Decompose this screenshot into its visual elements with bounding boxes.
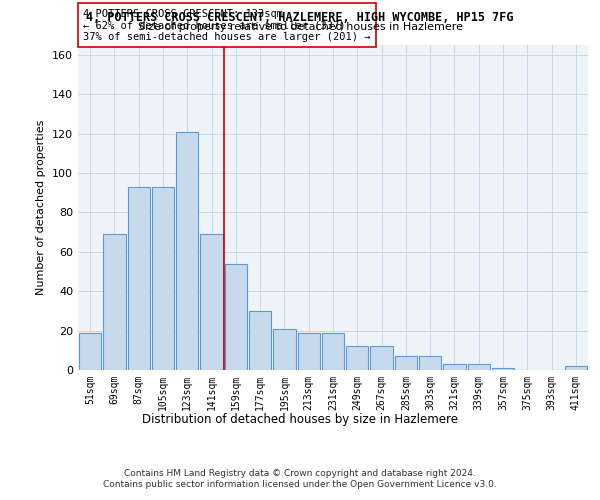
Text: 4 POTTERS CROSS CRESCENT: 133sqm
← 62% of detached houses are smaller (337)
37% : 4 POTTERS CROSS CRESCENT: 133sqm ← 62% o… — [83, 8, 371, 42]
Bar — [273, 328, 296, 370]
Bar — [322, 332, 344, 370]
Bar — [419, 356, 442, 370]
Bar — [565, 366, 587, 370]
Bar — [298, 332, 320, 370]
Bar — [370, 346, 393, 370]
Bar — [467, 364, 490, 370]
Bar — [443, 364, 466, 370]
Bar — [346, 346, 368, 370]
Bar — [152, 187, 174, 370]
Bar — [395, 356, 417, 370]
Text: Contains public sector information licensed under the Open Government Licence v3: Contains public sector information licen… — [103, 480, 497, 489]
Bar — [128, 187, 150, 370]
Text: Distribution of detached houses by size in Hazlemere: Distribution of detached houses by size … — [142, 412, 458, 426]
Bar — [249, 311, 271, 370]
Bar — [492, 368, 514, 370]
Text: Size of property relative to detached houses in Hazlemere: Size of property relative to detached ho… — [137, 22, 463, 32]
Bar — [200, 234, 223, 370]
Bar — [176, 132, 199, 370]
Bar — [224, 264, 247, 370]
Bar — [79, 332, 101, 370]
Y-axis label: Number of detached properties: Number of detached properties — [37, 120, 46, 295]
Bar — [103, 234, 125, 370]
Text: 4, POTTERS CROSS CRESCENT, HAZLEMERE, HIGH WYCOMBE, HP15 7FG: 4, POTTERS CROSS CRESCENT, HAZLEMERE, HI… — [86, 11, 514, 24]
Text: Contains HM Land Registry data © Crown copyright and database right 2024.: Contains HM Land Registry data © Crown c… — [124, 469, 476, 478]
